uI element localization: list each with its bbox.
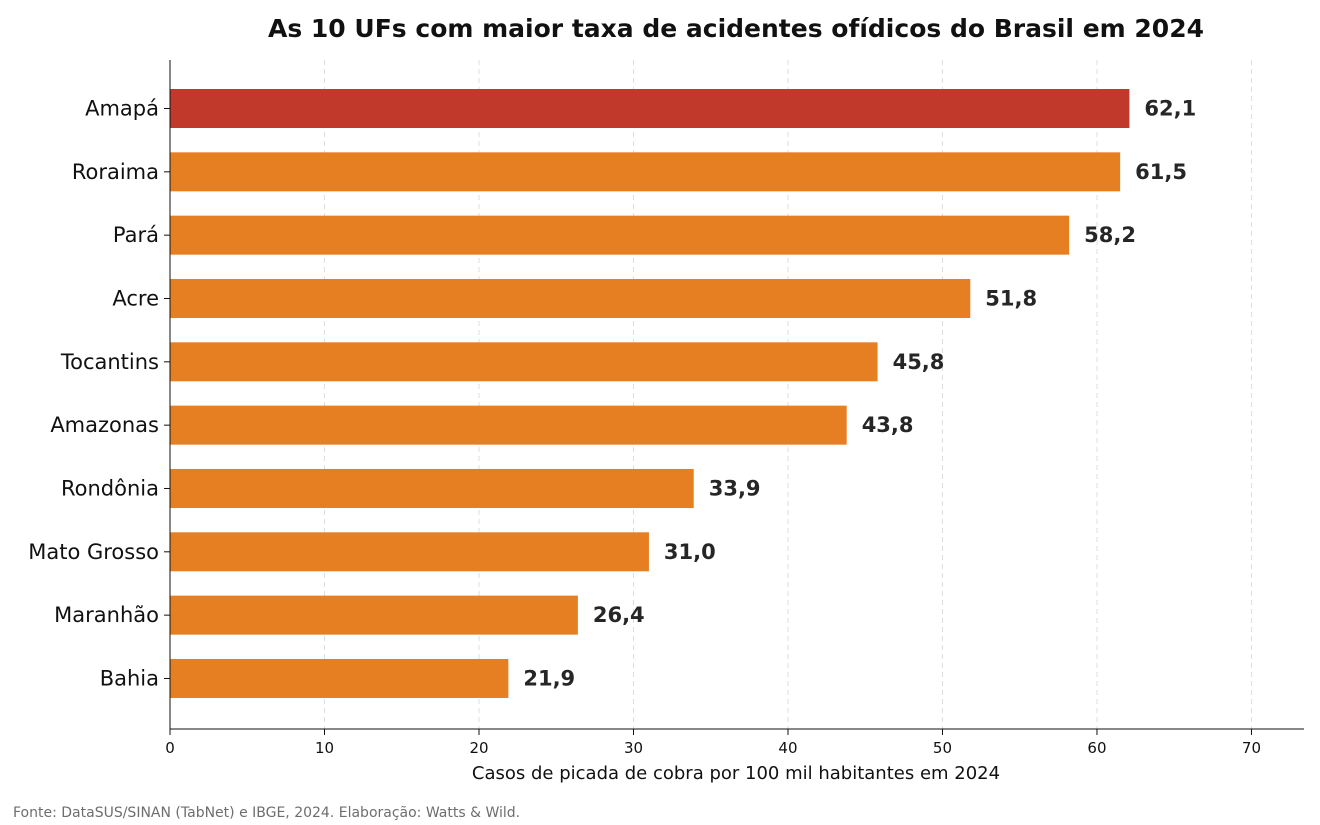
data-label: 33,9 (709, 476, 761, 500)
x-tick-label: 10 (315, 739, 334, 757)
data-label: 43,8 (862, 413, 914, 437)
data-label: 51,8 (985, 286, 1037, 310)
x-tick-label: 70 (1242, 739, 1261, 757)
x-tick-label: 60 (1087, 739, 1106, 757)
x-tick-label: 40 (778, 739, 797, 757)
bar (170, 595, 578, 635)
data-label: 62,1 (1144, 97, 1196, 121)
y-tick-label: Amapá (85, 97, 159, 121)
data-label: 61,5 (1135, 160, 1187, 184)
bar (170, 468, 694, 508)
y-tick-label: Mato Grosso (28, 540, 159, 564)
y-tick-label: Acre (112, 286, 159, 310)
data-label: 45,8 (893, 350, 945, 374)
bar (170, 342, 878, 382)
bar (170, 89, 1130, 128)
y-tick-label: Roraima (72, 160, 159, 184)
axes: 0 10 20 30 40 50 60 70 (164, 60, 1304, 757)
y-tick-label: Pará (113, 223, 159, 247)
data-label: 26,4 (593, 603, 645, 627)
data-label: 58,2 (1084, 223, 1136, 247)
x-tick-label: 50 (933, 739, 952, 757)
x-tick-label: 0 (165, 739, 175, 757)
x-axis-label: Casos de picada de cobra por 100 mil hab… (472, 763, 1000, 784)
y-tick-label: Maranhão (54, 603, 159, 627)
y-tick-label: Tocantins (60, 350, 159, 374)
y-tick-label: Bahia (100, 666, 159, 690)
x-tick-label: 20 (469, 739, 488, 757)
source-note: Fonte: DataSUS/SINAN (TabNet) e IBGE, 20… (13, 805, 520, 821)
bar (170, 278, 971, 318)
bar (170, 658, 509, 698)
data-label: 21,9 (523, 666, 575, 690)
y-tick-label: Amazonas (50, 413, 159, 437)
bars: Amapá 62,1 Roraima 61,5 Pará 58,2 Acre 51,8 Toca… (28, 89, 1196, 698)
y-tick-label: Rondônia (61, 476, 159, 500)
bar (170, 152, 1121, 192)
chart-title: As 10 UFs com maior taxa de acidentes of… (268, 14, 1204, 43)
data-label: 31,0 (664, 540, 716, 564)
bar (170, 215, 1070, 255)
bar (170, 532, 649, 572)
bar (170, 405, 847, 445)
x-tick-label: 30 (624, 739, 643, 757)
